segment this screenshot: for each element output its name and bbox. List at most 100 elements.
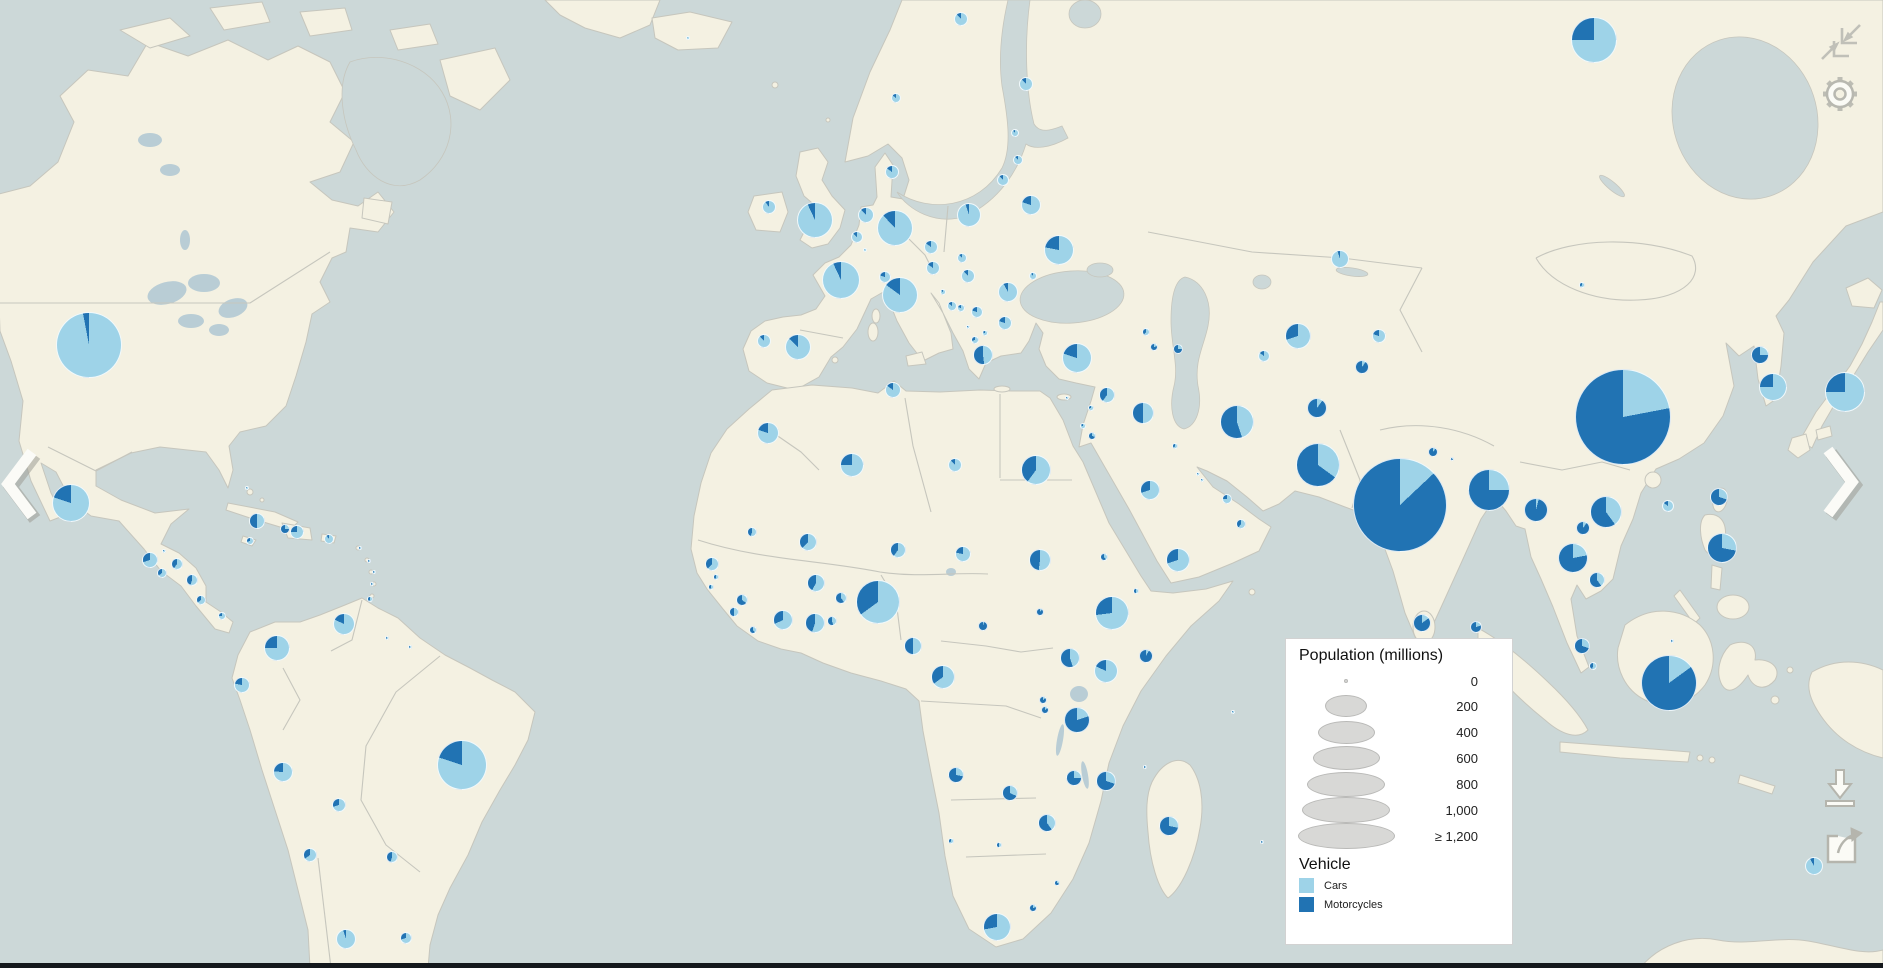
pie-estonia[interactable] xyxy=(1011,129,1019,137)
share-icon[interactable] xyxy=(1826,827,1863,864)
pie-taiwan[interactable] xyxy=(1710,488,1728,506)
pie-djibouti[interactable] xyxy=(1133,588,1139,594)
pie-bahrain[interactable] xyxy=(1196,472,1200,476)
pie-ghana[interactable] xyxy=(805,613,825,633)
pie-trinidad[interactable] xyxy=(367,596,373,602)
pie-mozambique[interactable] xyxy=(1096,771,1116,791)
pie-china[interactable] xyxy=(1575,369,1671,465)
pie-laos[interactable] xyxy=(1576,521,1590,535)
pie-mauritania[interactable] xyxy=(747,527,757,537)
pie-greece[interactable] xyxy=(973,345,993,365)
pie-belize[interactable] xyxy=(162,549,166,553)
pie-puerto-rico[interactable] xyxy=(324,534,334,544)
pie-south-sudan[interactable] xyxy=(1036,608,1044,616)
pie-yemen[interactable] xyxy=(1166,548,1190,572)
prev-arrow[interactable] xyxy=(1,448,41,523)
pie-tajikistan[interactable] xyxy=(1355,360,1369,374)
pie-honduras[interactable] xyxy=(171,558,183,570)
download-icon[interactable] xyxy=(1825,769,1855,807)
pie-cuba[interactable] xyxy=(249,513,265,529)
pie-albania[interactable] xyxy=(971,336,979,344)
pie-turkmenistan[interactable] xyxy=(1258,350,1270,362)
pie-saudi-arabia[interactable] xyxy=(1140,480,1160,500)
pie-ireland[interactable] xyxy=(762,200,776,214)
pie-azerbaijan[interactable] xyxy=(1173,344,1183,354)
pie-grenada[interactable] xyxy=(370,582,374,586)
pie-ivory-coast[interactable] xyxy=(773,610,793,630)
pie-comoros[interactable] xyxy=(1143,765,1147,769)
pie-senegal[interactable] xyxy=(705,557,719,571)
pie-sierra-leone[interactable] xyxy=(729,607,739,617)
pie-guyana[interactable] xyxy=(385,636,389,640)
pie-mali[interactable] xyxy=(799,533,817,551)
pie-turkey[interactable] xyxy=(1062,343,1092,373)
pie-st-lucia[interactable] xyxy=(367,559,371,563)
pie-togo[interactable] xyxy=(827,616,837,626)
pie-russia[interactable] xyxy=(1571,17,1617,63)
pie-haiti[interactable] xyxy=(280,524,290,534)
pie-uk[interactable] xyxy=(797,202,833,238)
collapse-icon[interactable] xyxy=(1821,24,1861,60)
pie-slovenia[interactable] xyxy=(940,289,946,295)
pie-angola[interactable] xyxy=(948,767,964,783)
pie-liberia[interactable] xyxy=(749,626,757,634)
pie-lebanon[interactable] xyxy=(1088,405,1094,411)
pie-south-korea[interactable] xyxy=(1759,373,1787,401)
pie-tunisia[interactable] xyxy=(885,382,901,398)
pie-ukraine[interactable] xyxy=(1044,235,1074,265)
pie-singapore[interactable] xyxy=(1589,662,1597,670)
pie-spain[interactable] xyxy=(785,334,811,360)
pie-dominican-republic[interactable] xyxy=(290,525,304,539)
pie-luxembourg[interactable] xyxy=(863,248,867,252)
pie-slovakia[interactable] xyxy=(957,253,967,263)
pie-panama[interactable] xyxy=(218,612,226,620)
pie-uruguay[interactable] xyxy=(400,932,412,944)
pie-mauritius[interactable] xyxy=(1260,840,1264,844)
pie-syria[interactable] xyxy=(1099,387,1115,403)
pie-uganda[interactable] xyxy=(1060,648,1080,668)
pie-tanzania[interactable] xyxy=(1064,707,1090,733)
pie-georgia[interactable] xyxy=(1142,328,1150,336)
pie-chad[interactable] xyxy=(955,546,971,562)
pie-egypt[interactable] xyxy=(1021,455,1051,485)
pie-niger[interactable] xyxy=(890,542,906,558)
pie-antigua[interactable] xyxy=(358,546,362,550)
pie-bosnia[interactable] xyxy=(957,304,965,312)
pie-czech-republic[interactable] xyxy=(924,240,938,254)
pie-armenia[interactable] xyxy=(1150,343,1158,351)
pie-denmark[interactable] xyxy=(885,165,899,179)
pie-romania[interactable] xyxy=(998,282,1018,302)
vehicle-legend-item-motorcycles[interactable]: Motorcycles xyxy=(1299,897,1512,912)
next-arrow[interactable] xyxy=(1823,446,1864,521)
pie-belgium[interactable] xyxy=(851,231,863,243)
pie-bolivia[interactable] xyxy=(332,798,346,812)
pie-uzbekistan[interactable] xyxy=(1285,323,1311,349)
pie-lithuania[interactable] xyxy=(997,174,1009,186)
pie-bangladesh[interactable] xyxy=(1468,469,1510,511)
pie-kenya[interactable] xyxy=(1094,659,1118,683)
pie-france[interactable] xyxy=(822,261,860,299)
pie-pakistan[interactable] xyxy=(1296,443,1340,487)
pie-croatia[interactable] xyxy=(947,301,957,311)
pie-guatemala[interactable] xyxy=(142,552,158,568)
pie-botswana[interactable] xyxy=(996,842,1002,848)
pie-nicaragua[interactable] xyxy=(186,574,198,586)
pie-thailand[interactable] xyxy=(1558,543,1588,573)
pie-iceland[interactable] xyxy=(686,36,690,40)
pie-seychelles[interactable] xyxy=(1231,710,1235,714)
pie-portugal[interactable] xyxy=(757,334,771,348)
pie-guinea-bissau[interactable] xyxy=(708,584,714,590)
pie-el-salvador[interactable] xyxy=(157,568,167,578)
pie-sweden[interactable] xyxy=(954,12,968,26)
pie-macedonia[interactable] xyxy=(982,330,988,336)
pie-gambia[interactable] xyxy=(713,574,719,580)
pie-namibia[interactable] xyxy=(948,838,954,844)
pie-madagascar[interactable] xyxy=(1159,816,1179,836)
pie-lesotho[interactable] xyxy=(1029,904,1037,912)
pie-uae[interactable] xyxy=(1222,494,1232,504)
pie-switzerland[interactable] xyxy=(879,271,891,283)
pie-latvia[interactable] xyxy=(1013,155,1023,165)
pie-bulgaria[interactable] xyxy=(998,316,1012,330)
pie-finland[interactable] xyxy=(1019,77,1033,91)
pie-benin[interactable] xyxy=(835,592,847,604)
